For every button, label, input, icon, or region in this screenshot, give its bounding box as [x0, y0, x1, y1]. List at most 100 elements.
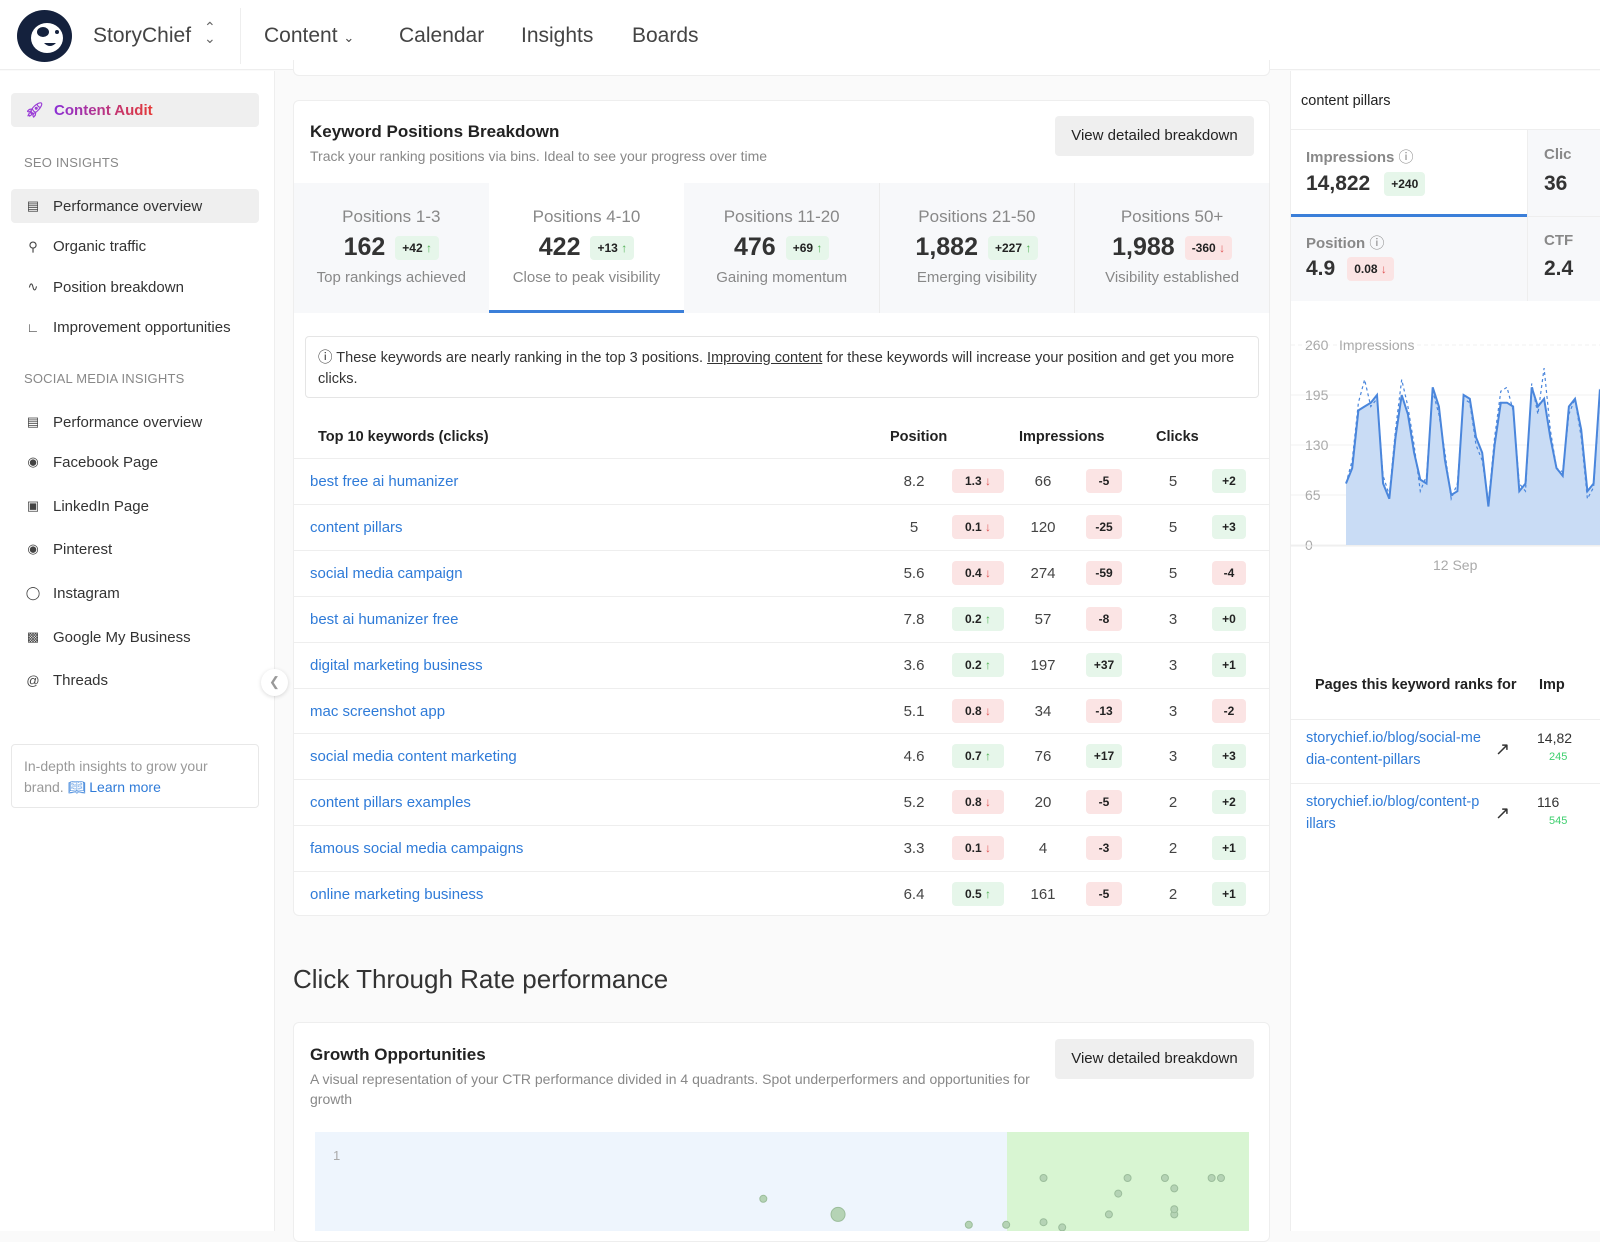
section-heading: Click Through Rate performance [293, 964, 669, 994]
scatter-point[interactable] [1207, 1174, 1216, 1182]
learn-more-link[interactable]: 📖︎ Learn more [67, 779, 161, 795]
scatter-point[interactable] [1058, 1223, 1067, 1231]
pages-header: Pages this keyword ranks for [1315, 677, 1517, 693]
arrow-up-icon: ↑ [621, 240, 628, 255]
help-circle-icon: ⓘ [318, 350, 333, 366]
scatter-point[interactable] [1123, 1174, 1132, 1182]
keyword-link[interactable]: mac screenshot app [310, 702, 446, 720]
scatter-point[interactable] [1104, 1210, 1113, 1219]
sidebar-item-social-pinterest[interactable]: ◉ Pinterest [11, 532, 259, 566]
table-row: content pillars examples 5.2 0.8 ↓ 20 -5 2 +2 [294, 779, 1270, 825]
sidebar-item-seo-improvement-opportunities[interactable]: ∟ Improvement opportunities [11, 311, 259, 345]
position-delta-badge: 1.3 ↓ [952, 469, 1004, 493]
workspace-name[interactable]: StoryChief [93, 24, 192, 47]
sidebar-item-social-facebook-page[interactable]: ◉ Facebook Page [11, 445, 259, 479]
impressions-value: 161 [1030, 886, 1056, 904]
storychief-logo[interactable] [17, 10, 72, 62]
keyword-link[interactable]: content pillars [310, 518, 403, 536]
keyword-link[interactable]: best free ai humanizer [310, 473, 459, 490]
position-bin-tab[interactable]: Positions 50+ 1,988 -360 ↓ Visibility estab… [1074, 183, 1271, 313]
view-detailed-breakdown-button[interactable]: View detailed breakdown [1055, 1039, 1254, 1079]
position-delta-badge: 0.2 ↑ [952, 652, 1004, 677]
scatter-point[interactable] [1170, 1184, 1179, 1193]
impressions-header: Imp [1539, 677, 1565, 693]
sidebar: 🚀︎ Content Audit SEO INSIGHTS SOCIAL MEDI… [0, 71, 275, 1231]
improving-content-link[interactable]: Improving content [707, 350, 823, 366]
col-position[interactable]: Position [890, 429, 948, 445]
impressions-value: 34 [1034, 702, 1052, 720]
sidebar-item-seo-position-breakdown[interactable]: ∿ Position breakdown [11, 270, 259, 304]
arrow-up-icon: ↑ [816, 240, 823, 255]
scatter-point[interactable] [1216, 1174, 1225, 1182]
scatter-point[interactable] [964, 1220, 973, 1229]
workspace-switch-icon[interactable]: ⌃ ⌄ [204, 19, 216, 46]
keyword-link[interactable]: digital marketing business [310, 656, 483, 674]
page-impressions-delta: 245 [1549, 751, 1568, 763]
table-row: content pillars 5 0.1 ↓ 120 -25 5 +3 [294, 503, 1270, 550]
position-bin-tab[interactable]: Positions 11-20 476 +69 ↑ Gaining momentum [684, 183, 880, 313]
position-value: 4.6 [903, 748, 925, 766]
keyword-link[interactable]: best ai humanizer free [310, 610, 459, 628]
position-delta-badge: 0.2 ↑ [952, 606, 1004, 631]
position-value: 5.1 [903, 702, 925, 720]
impressions-value: 4 [1038, 840, 1048, 858]
scatter-point[interactable] [1039, 1218, 1048, 1227]
metric-impressions[interactable]: Impressions ⓘ 14,822 +240 [1291, 129, 1527, 217]
scatter-point[interactable] [1039, 1174, 1048, 1182]
sidebar-item-seo-organic-traffic[interactable]: ⚲ Organic traffic [11, 230, 259, 264]
sidebar-item-social-google-my-business[interactable]: ▩ Google My Business [11, 620, 259, 654]
keyword-link[interactable]: famous social media campaigns [310, 840, 524, 858]
impressions-delta-badge: -25 [1086, 514, 1122, 539]
metric-clicks[interactable]: Clic 36 [1527, 129, 1600, 217]
position-bin-tab[interactable]: Positions 1-3 162 +42 ↑ Top rankings achiev… [294, 183, 490, 313]
scatter-point[interactable] [1114, 1189, 1123, 1198]
position-bin-tab[interactable]: Positions 21-50 1,882 +227 ↑ Emerging visib… [879, 183, 1076, 313]
sidebar-item-content-audit[interactable]: 🚀︎ Content Audit [11, 93, 259, 127]
page-impressions: 116 [1537, 794, 1560, 810]
scatter-point[interactable] [1170, 1205, 1179, 1214]
impressions-line [1345, 386, 1600, 507]
keyword-link[interactable]: online marketing business [310, 886, 484, 904]
position-delta-badge: 0.8 ↓ [952, 790, 1004, 815]
sidebar-item-social-threads[interactable]: @ Threads [11, 663, 259, 697]
scatter-point[interactable] [830, 1206, 846, 1222]
impressions-delta-badge: -5 [1086, 469, 1122, 493]
metric-position[interactable]: Position ⓘ 4.9 0.08 ↓ [1291, 217, 1527, 301]
nav-content[interactable]: Content ⌄ [264, 24, 355, 47]
col-clicks[interactable]: Clicks [1156, 429, 1199, 445]
card-title: Keyword Positions Breakdown [310, 122, 560, 141]
impressions-value: 57 [1034, 610, 1052, 628]
keyword-link[interactable]: content pillars examples [310, 794, 471, 812]
sidebar-item-seo-performance-overview[interactable]: ▤ Performance overview [11, 189, 259, 223]
sidebar-item-social-linkedin-page[interactable]: ▣ LinkedIn Page [11, 489, 259, 523]
external-link-icon[interactable]: ↗ [1495, 739, 1511, 759]
clicks-delta-badge: +1 [1212, 652, 1246, 677]
impressions-delta-badge: -3 [1086, 836, 1122, 861]
impressions-chart: 260 195 130 65 0 Impressions 12 Sep [1291, 337, 1600, 573]
scatter-point[interactable] [759, 1194, 768, 1203]
nav-insights[interactable]: Insights [521, 24, 594, 47]
position-delta-badge: 0.7 ↑ [952, 744, 1004, 769]
help-circle-icon: ⓘ [1369, 235, 1385, 252]
page-link[interactable]: storychief.io/blog/content-pillars [1306, 794, 1480, 832]
y-tick-label: 65 [1305, 487, 1321, 503]
sidebar-item-social-performance-overview[interactable]: ▤ Performance overview [11, 405, 259, 439]
external-link-icon[interactable]: ↗ [1495, 803, 1511, 823]
page-link[interactable]: storychief.io/blog/social-media-content-… [1306, 730, 1481, 768]
keyword-link[interactable]: social media content marketing [310, 748, 517, 766]
clicks-value: 2 [1168, 794, 1178, 812]
nav-boards[interactable]: Boards [632, 24, 699, 47]
scatter-point[interactable] [1160, 1174, 1169, 1182]
clicks-delta-badge: +0 [1212, 606, 1246, 631]
table-row: mac screenshot app 5.1 0.8 ↓ 34 -13 3 -2 [294, 687, 1270, 734]
sidebar-item-social-instagram[interactable]: ◯ Instagram [25, 584, 120, 602]
collapse-sidebar-button[interactable]: ❮ [261, 669, 288, 696]
metric-ctr[interactable]: CTF 2.4 [1527, 217, 1600, 301]
view-detailed-breakdown-button[interactable]: View detailed breakdown [1055, 116, 1254, 156]
arrow-up-icon: ↑ [985, 657, 992, 672]
col-impressions[interactable]: Impressions [1019, 429, 1105, 445]
scatter-point[interactable] [1002, 1220, 1011, 1229]
nav-calendar[interactable]: Calendar [399, 24, 485, 47]
keyword-link[interactable]: social media campaign [310, 564, 463, 582]
position-bin-tab[interactable]: Positions 4-10 422 +13 ↑ Close to peak visi… [489, 183, 685, 313]
